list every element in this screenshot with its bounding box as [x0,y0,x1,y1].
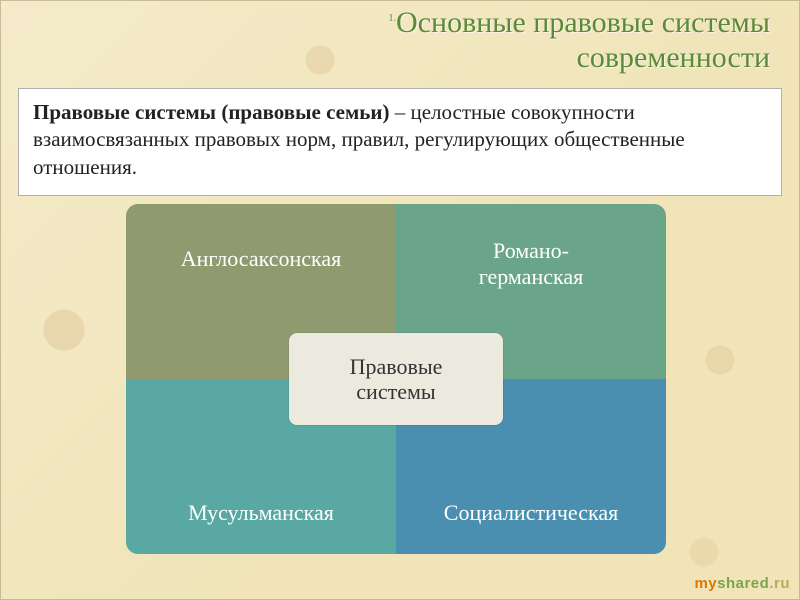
center-label: Правовыесистемы [350,354,443,405]
quad-diagram: Англосаксонская Романо-германская Мусуль… [126,204,666,554]
watermark-part1: my [694,575,717,592]
title-text: Основные правовые системы современности [396,6,770,74]
diagram-center: Правовыесистемы [289,333,503,425]
definition-term: Правовые системы (правовые семьи) [33,100,389,124]
watermark-part2: shared [717,575,769,592]
watermark: myshared.ru [694,575,790,592]
definition-box: Правовые системы (правовые семьи) – цело… [18,88,782,196]
quadrant-label: Романо-германская [479,238,583,290]
definition-dash: – [389,100,410,124]
title-number: 1. [389,13,397,24]
slide-title: 1.Основные правовые системы современност… [220,6,770,75]
watermark-part3: .ru [769,575,790,592]
quadrant-label: Социалистическая [444,500,618,526]
quadrant-label: Англосаксонская [181,246,342,272]
quadrant-label: Мусульманская [188,500,334,526]
